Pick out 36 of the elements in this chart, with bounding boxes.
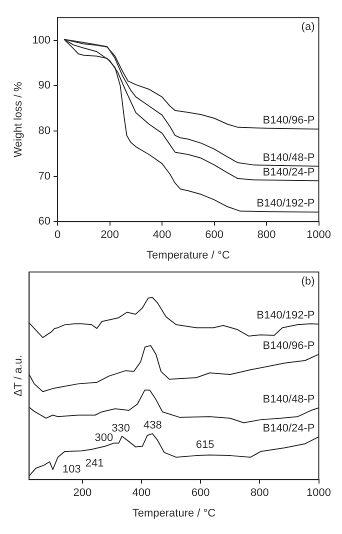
series-label: B140/48-P	[262, 152, 315, 164]
x-axis-title: Temperature / °C	[132, 507, 216, 520]
y-tick-label: 80	[38, 124, 51, 137]
series-label: B140/24-P	[262, 422, 315, 434]
annotation: (a)	[301, 21, 315, 34]
series-label: B140/96-P	[262, 114, 315, 127]
annotation: 615	[196, 439, 214, 452]
y-tick-label: 70	[38, 170, 51, 182]
x-axis-title: Temperature / °C	[146, 249, 230, 262]
x-tick-label: 800	[250, 487, 269, 500]
x-tick-label: 1000	[306, 487, 332, 500]
annotation: 438	[144, 420, 162, 432]
y-axis-title: Weight loss / %	[12, 82, 25, 158]
x-tick-label: 400	[152, 229, 172, 242]
x-tick-label: 800	[257, 229, 276, 242]
y-tick-label: 60	[38, 216, 51, 228]
annotation: 330	[112, 422, 130, 434]
x-tick-label: 600	[191, 487, 210, 500]
x-tick-label: 400	[132, 487, 151, 500]
annotation: 103	[62, 464, 81, 476]
series-label: B140/96-P	[262, 340, 315, 352]
series-label: B140/192-P	[256, 198, 315, 210]
annotation: 241	[85, 457, 104, 470]
x-tick-label: 600	[205, 229, 224, 242]
text: (b)	[301, 276, 315, 288]
series-label: B140/24-P	[262, 166, 315, 178]
y-axis-title: ΔT / a.u.	[12, 355, 25, 396]
series-label: B140/48-P	[262, 393, 315, 406]
x-tick-label: 0	[54, 229, 61, 242]
x-tick-label: 200	[73, 487, 92, 500]
annotation: 300	[94, 432, 114, 444]
y-tick-label: 90	[38, 80, 51, 92]
x-tick-label: 200	[100, 229, 119, 242]
y-tick-label: 100	[32, 34, 51, 46]
x-tick-label: 1000	[306, 229, 332, 242]
series-label: B140/192-P	[256, 310, 315, 322]
